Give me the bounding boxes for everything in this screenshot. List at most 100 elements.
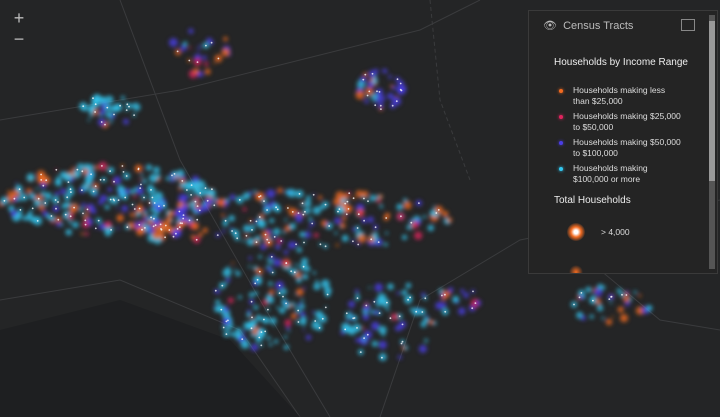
dot-core xyxy=(297,212,300,215)
tract-dot xyxy=(71,167,76,171)
tract-dot xyxy=(446,217,453,223)
tract-dot xyxy=(168,38,178,47)
dot-core xyxy=(224,219,227,222)
tract-dot xyxy=(355,338,359,343)
tract-dot xyxy=(403,198,408,203)
dot-core xyxy=(55,168,58,171)
dot-core xyxy=(140,183,142,186)
dot-core xyxy=(241,338,244,340)
tract-dot xyxy=(186,203,190,207)
tract-dot xyxy=(26,173,35,182)
dot-core xyxy=(356,327,358,329)
tract-dot xyxy=(83,214,88,220)
dot-core xyxy=(225,320,228,323)
dot-core xyxy=(344,328,347,331)
tract-dot xyxy=(268,289,275,295)
dot-core xyxy=(128,105,130,108)
tract-dot xyxy=(338,206,345,214)
dot-core xyxy=(90,173,92,176)
dot-core xyxy=(400,342,403,345)
tract-dot xyxy=(253,291,258,296)
tract-dot xyxy=(262,299,268,306)
dot-core xyxy=(290,270,293,273)
tract-dot xyxy=(284,319,292,327)
tract-dot xyxy=(228,215,235,222)
dot-core xyxy=(54,199,57,201)
menu-button[interactable] xyxy=(681,19,695,31)
tract-dot xyxy=(198,232,203,238)
tract-dot xyxy=(178,187,182,191)
dot-core xyxy=(356,297,359,299)
dot-core xyxy=(264,233,267,236)
dot-core xyxy=(472,290,474,293)
scrollbar[interactable] xyxy=(709,15,715,269)
tract-dot xyxy=(373,232,378,237)
tract-dot xyxy=(302,328,305,331)
tract-dot xyxy=(104,221,112,229)
dot-core xyxy=(103,178,105,181)
tract-dot xyxy=(301,320,306,326)
dot-core xyxy=(374,104,377,107)
dot-core xyxy=(153,217,155,220)
tract-dot xyxy=(77,163,84,171)
dot-core xyxy=(421,311,424,313)
dot-core xyxy=(271,271,274,274)
tract-dot xyxy=(136,211,142,217)
tract-dot xyxy=(222,268,232,278)
tract-dot xyxy=(238,295,242,300)
tract-dot xyxy=(387,92,394,100)
dot-core xyxy=(245,234,248,237)
legend-label: Households making less than $25,000 xyxy=(573,85,666,106)
tract-dot xyxy=(222,229,226,233)
tract-dot xyxy=(91,96,99,104)
tract-dot xyxy=(269,218,275,224)
tract-dot xyxy=(87,164,94,172)
dot-core xyxy=(179,222,182,225)
tract-dot xyxy=(646,305,653,312)
scroll-thumb[interactable] xyxy=(709,21,715,181)
dot-core xyxy=(266,209,268,211)
tract-dot xyxy=(231,262,234,265)
tract-dot xyxy=(299,311,306,318)
dot-core xyxy=(206,199,209,202)
tract-dot xyxy=(109,105,115,111)
tract-dot xyxy=(49,215,56,222)
tract-dot xyxy=(362,313,370,321)
dot-core xyxy=(282,295,284,298)
dot-core xyxy=(321,317,324,320)
tract-dot xyxy=(143,216,148,222)
tract-dot xyxy=(369,305,372,308)
dot-core xyxy=(400,215,402,218)
dot-core xyxy=(133,114,136,116)
tract-dot xyxy=(304,231,311,239)
tract-dot xyxy=(381,332,386,337)
dot-core xyxy=(76,168,79,171)
dot-core xyxy=(124,196,127,199)
tract-dot xyxy=(109,119,113,124)
tract-dot xyxy=(15,184,22,192)
tract-dot xyxy=(276,238,282,244)
tract-dot xyxy=(427,224,434,232)
tract-dot xyxy=(256,316,261,321)
dot-core xyxy=(312,193,315,196)
tract-dot xyxy=(258,254,262,259)
tract-dot xyxy=(590,295,596,301)
dot-core xyxy=(385,217,388,219)
dot-core xyxy=(345,312,348,315)
dot-core xyxy=(141,228,143,231)
dot-core xyxy=(168,229,171,231)
zoom-in[interactable]: + xyxy=(13,8,25,28)
tract-dot xyxy=(339,225,342,229)
tract-dot xyxy=(617,306,624,313)
tract-dot xyxy=(475,300,482,306)
dot-core xyxy=(69,215,72,218)
tract-dot xyxy=(283,302,291,309)
dot-core xyxy=(126,226,129,229)
zoom-out[interactable]: − xyxy=(13,29,25,49)
dot-core xyxy=(181,222,184,225)
dot-core xyxy=(260,344,263,347)
tract-dot xyxy=(268,281,273,286)
tract-dot xyxy=(383,242,388,247)
dot-core xyxy=(437,209,440,211)
tract-dot xyxy=(458,307,466,315)
